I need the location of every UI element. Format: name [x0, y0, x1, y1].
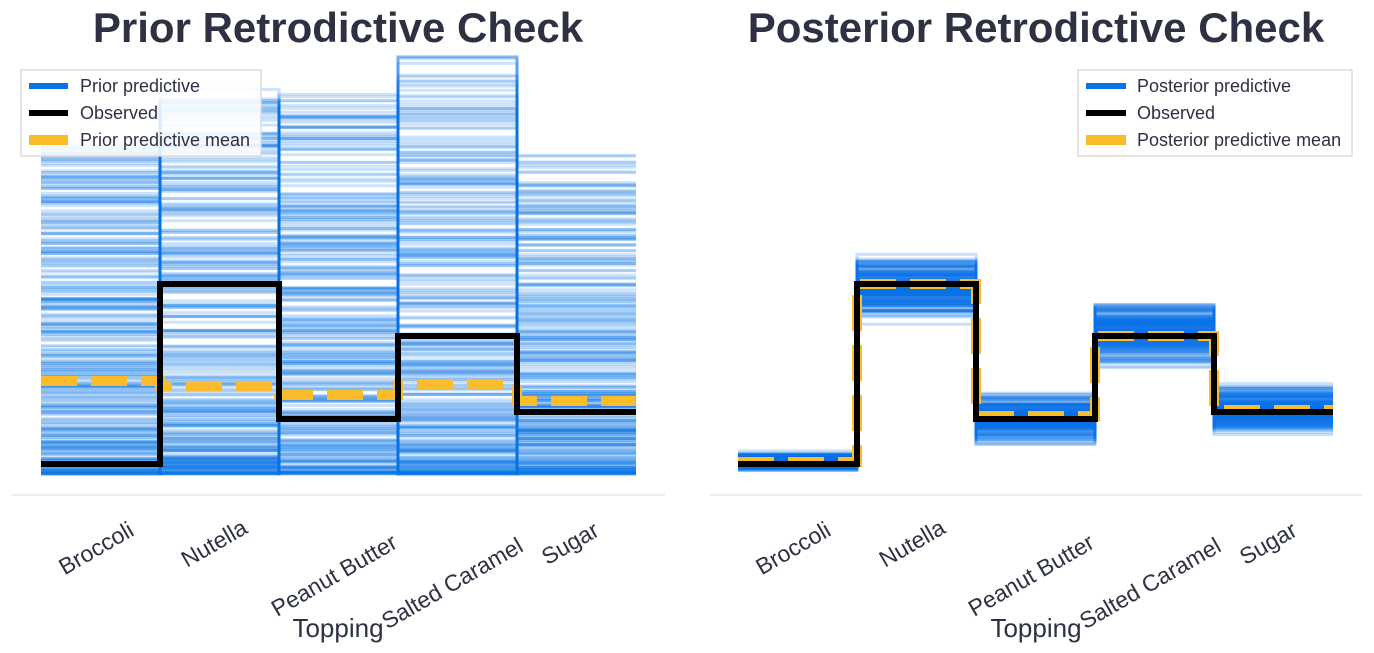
predictive-sample-line — [41, 203, 636, 453]
predictive-sample-line — [41, 160, 636, 468]
predictive-sample-line — [41, 164, 636, 361]
prior-chart-title: Prior Retrodictive Check — [93, 4, 584, 51]
observed-line — [41, 281, 636, 467]
prior-observed-series — [41, 281, 636, 467]
predictive-sample-line — [41, 185, 636, 390]
predictive-sample-line — [41, 139, 636, 473]
prior-panel: Prior Retrodictive Check Broccoli Nutella… — [12, 4, 665, 643]
x-tick-label: Sugar — [537, 516, 603, 569]
predictive-sample-line — [41, 154, 636, 251]
predictive-sample-line — [41, 416, 636, 476]
predictive-sample-line — [41, 99, 636, 446]
predictive-sample-line — [41, 99, 636, 449]
predictive-sample-line — [41, 101, 636, 352]
posterior-observed-series — [738, 281, 1333, 467]
posterior-predictive-samples — [738, 252, 1333, 473]
observed-line — [738, 281, 1333, 467]
predictive-sample-line — [41, 212, 636, 470]
predictive-sample-line — [41, 131, 636, 430]
x-tick-label: Salted Caramel — [377, 532, 527, 634]
predictive-sample-line — [41, 141, 636, 476]
predictive-sample-line — [41, 101, 636, 431]
x-tick-label: Broccoli — [54, 516, 138, 579]
predictive-sample-line — [41, 170, 636, 402]
x-tick-label: Broccoli — [751, 516, 835, 579]
x-tick-label: Peanut Butter — [267, 528, 402, 621]
predictive-sample-line — [41, 144, 636, 434]
predictive-sample-line — [41, 150, 636, 410]
legend-entry-label: Prior predictive — [80, 76, 200, 96]
predictive-sample-line — [41, 156, 636, 470]
predictive-sample-line — [41, 194, 636, 419]
predictive-sample-line — [41, 154, 636, 426]
posterior-x-axis-label: Topping — [990, 613, 1081, 643]
predictive-sample-line — [41, 147, 636, 364]
predictive-sample-line — [41, 157, 636, 361]
posterior-chart-title: Posterior Retrodictive Check — [748, 4, 1325, 51]
predictive-sample-line — [41, 190, 636, 367]
predictive-sample-line — [41, 212, 636, 467]
predictive-sample-line — [41, 185, 636, 476]
predictive-sample-line — [41, 180, 636, 460]
x-tick-label: Nutella — [176, 514, 251, 572]
legend-entry-label: Prior predictive mean — [80, 130, 250, 150]
prior-x-axis-label: Topping — [292, 613, 383, 643]
legend-entry-label: Posterior predictive mean — [1137, 130, 1341, 150]
predictive-sample-line — [41, 123, 636, 476]
x-tick-label: Peanut Butter — [964, 528, 1099, 621]
predictive-sample-line — [41, 125, 636, 449]
posterior-legend: Posterior predictive Observed Posterior pr… — [1077, 69, 1353, 157]
x-tick-label: Salted Caramel — [1075, 532, 1225, 634]
predictive-sample-line — [41, 392, 636, 473]
predictive-sample-line — [41, 170, 636, 418]
predictive-sample-line — [41, 139, 636, 452]
predictive-sample-line — [41, 160, 636, 447]
legend-entry-label: Posterior predictive — [1137, 76, 1291, 96]
legend-entry-label: Observed — [80, 103, 158, 123]
x-tick-label: Sugar — [1235, 516, 1301, 569]
predictive-sample-line — [41, 253, 636, 369]
prior-legend: Prior predictive Observed Prior predictive… — [20, 69, 262, 157]
predictive-sample-line — [41, 104, 636, 476]
legend-entry-label: Observed — [1137, 103, 1215, 123]
predictive-sample-line — [41, 152, 636, 447]
predictive-sample-line — [41, 87, 636, 474]
predictive-sample-line — [41, 194, 636, 357]
posterior-panel: Posterior Retrodictive Check Broccoli Nut… — [710, 4, 1362, 643]
x-tick-label: Nutella — [874, 514, 949, 572]
predictive-sample-line — [41, 176, 636, 473]
predictive-sample-line — [41, 116, 636, 432]
predictive-sample-line — [41, 110, 636, 447]
predictive-sample-line — [41, 276, 636, 472]
predictive-sample-line — [41, 262, 636, 476]
